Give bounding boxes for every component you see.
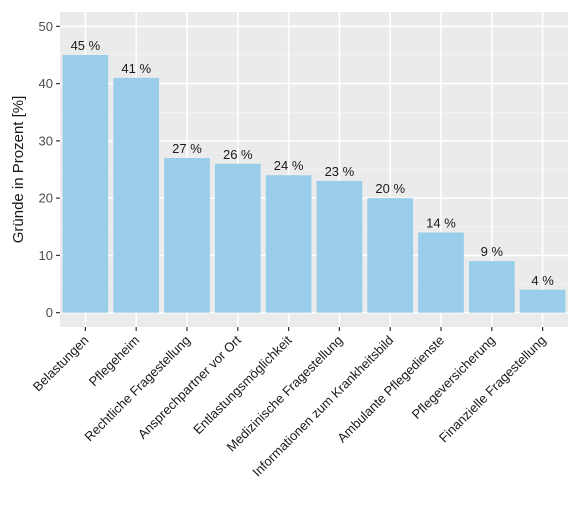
x-tick-label: Entlastungsmöglichkeit <box>190 332 295 437</box>
data-label: 26 % <box>223 147 253 162</box>
bar <box>265 175 312 313</box>
data-label: 9 % <box>481 244 504 259</box>
y-tick-label: 0 <box>46 305 53 320</box>
data-label: 4 % <box>531 273 554 288</box>
bar <box>62 54 109 313</box>
y-tick-label: 20 <box>39 191 53 206</box>
data-label: 24 % <box>274 158 304 173</box>
data-label: 45 % <box>71 38 101 53</box>
data-label: 41 % <box>121 61 151 76</box>
x-tick-label: Ansprechpartner vor Ort <box>135 332 244 441</box>
data-labels: 45 % 41 % 27 % 26 % 24 % 23 % 20 % 14 % 9 % 4 % <box>71 38 555 288</box>
data-label: 20 % <box>375 181 405 196</box>
x-tick-label: Belastungen <box>30 333 92 395</box>
bar <box>316 180 363 313</box>
y-axis: 0 10 20 30 40 50 <box>39 19 60 320</box>
y-axis-title: Gründe in Prozent [%] <box>10 96 27 244</box>
bar <box>519 289 566 313</box>
data-label: 23 % <box>325 164 355 179</box>
bar <box>214 163 261 313</box>
bar <box>367 198 414 313</box>
y-tick-label: 30 <box>39 133 53 148</box>
x-tick-label: Finanzielle Fragestellung <box>436 333 549 446</box>
bar <box>164 158 210 313</box>
bars <box>62 54 566 313</box>
y-tick-label: 50 <box>39 19 53 34</box>
data-label: 27 % <box>172 141 202 156</box>
y-tick-label: 40 <box>39 76 53 91</box>
y-tick-label: 10 <box>39 248 53 263</box>
bar <box>113 77 160 313</box>
bar <box>468 261 515 313</box>
data-label: 14 % <box>426 216 456 231</box>
bar <box>418 232 464 313</box>
